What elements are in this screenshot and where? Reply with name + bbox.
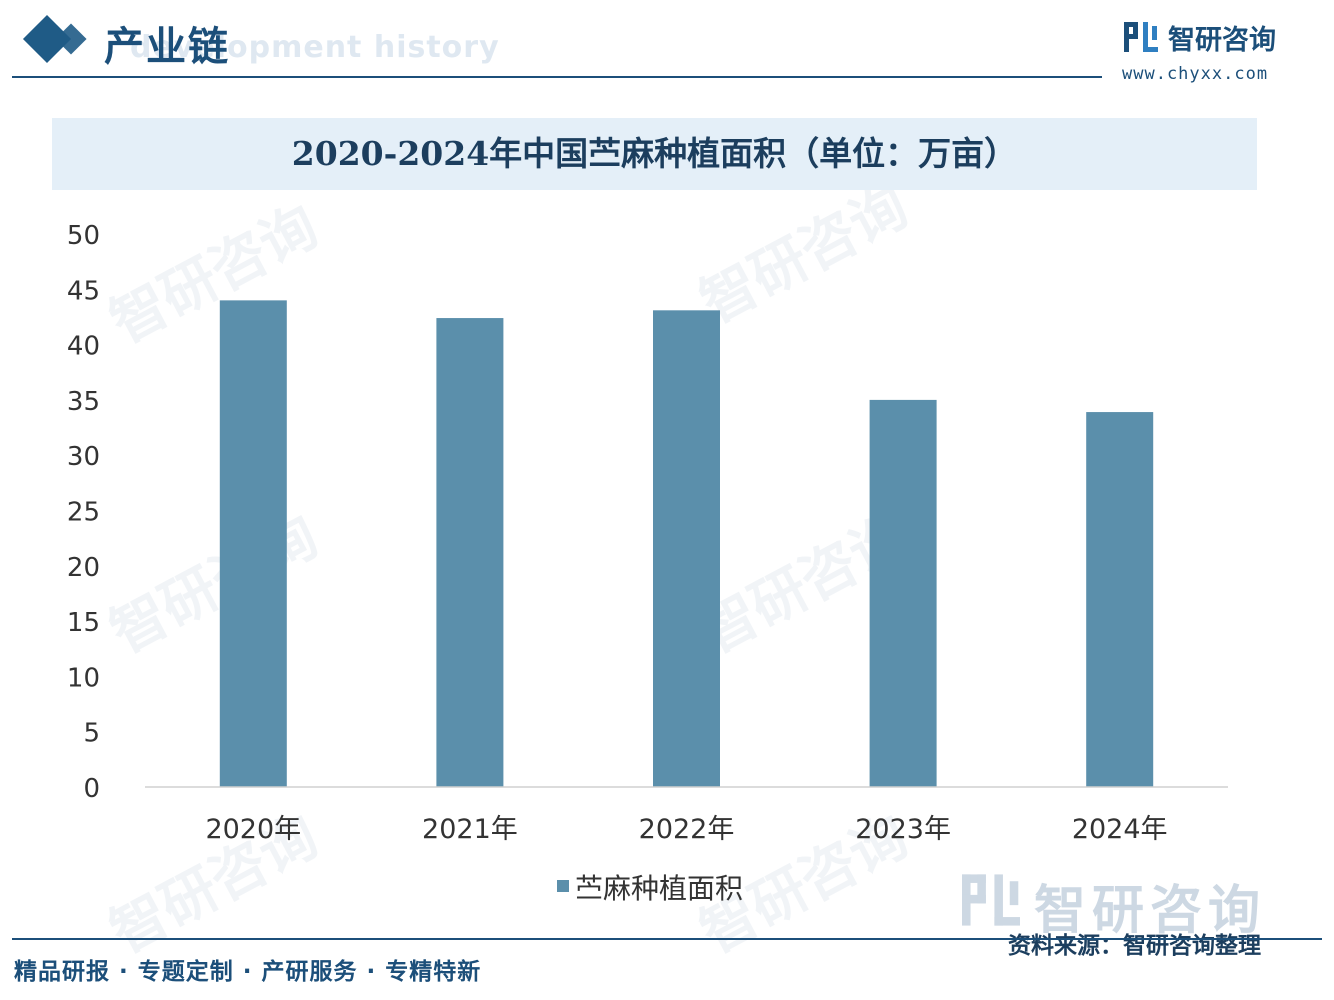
y-tick-label: 20 <box>67 553 100 583</box>
x-tick-label: 2020年 <box>205 814 301 845</box>
source-note: 资料来源：智研咨询整理 <box>1008 933 1261 959</box>
legend-swatch <box>557 880 569 892</box>
y-tick-label: 40 <box>67 332 100 362</box>
y-tick-label: 25 <box>67 498 100 528</box>
y-tick-label: 45 <box>67 276 100 306</box>
y-tick-label: 0 <box>83 774 100 804</box>
y-tick-label: 5 <box>83 719 100 749</box>
ghost-subtitle: development history <box>130 30 500 65</box>
brand-logo-icon <box>1124 22 1158 52</box>
bar-2020年 <box>219 300 287 787</box>
brand-name: 智研咨询 <box>1168 25 1276 56</box>
footer-slogan: 精品研报 · 专题定制 · 产研服务 · 专精特新 <box>14 959 482 985</box>
x-tick-label: 2023年 <box>855 814 951 845</box>
y-tick-label: 15 <box>67 608 100 638</box>
bar-2023年 <box>869 399 937 787</box>
chart-title: 2020-2024年中国苎麻种植面积（单位：万亩） <box>291 134 1018 173</box>
header-divider <box>12 76 1102 78</box>
x-tick-label: 2022年 <box>639 814 735 845</box>
y-tick-label: 30 <box>67 442 100 472</box>
watermark-logo-icon <box>962 874 1020 926</box>
chart-title-band <box>52 118 1257 190</box>
bar-2021年 <box>436 318 504 787</box>
footer-divider <box>12 938 1322 940</box>
watermark-brand: 智研咨询 <box>1034 881 1267 941</box>
section-title: 产业链 <box>104 24 230 70</box>
bar-2024年 <box>1086 412 1154 787</box>
y-tick-label: 35 <box>67 387 100 417</box>
y-tick-label: 10 <box>67 663 100 693</box>
bar-2022年 <box>653 310 720 787</box>
x-tick-label: 2024年 <box>1072 814 1168 845</box>
y-tick-label: 50 <box>67 221 100 251</box>
x-tick-label: 2021年 <box>422 814 518 845</box>
brand-url: www.chyxx.com <box>1122 64 1269 84</box>
legend-label: 苎麻种植面积 <box>575 872 743 905</box>
